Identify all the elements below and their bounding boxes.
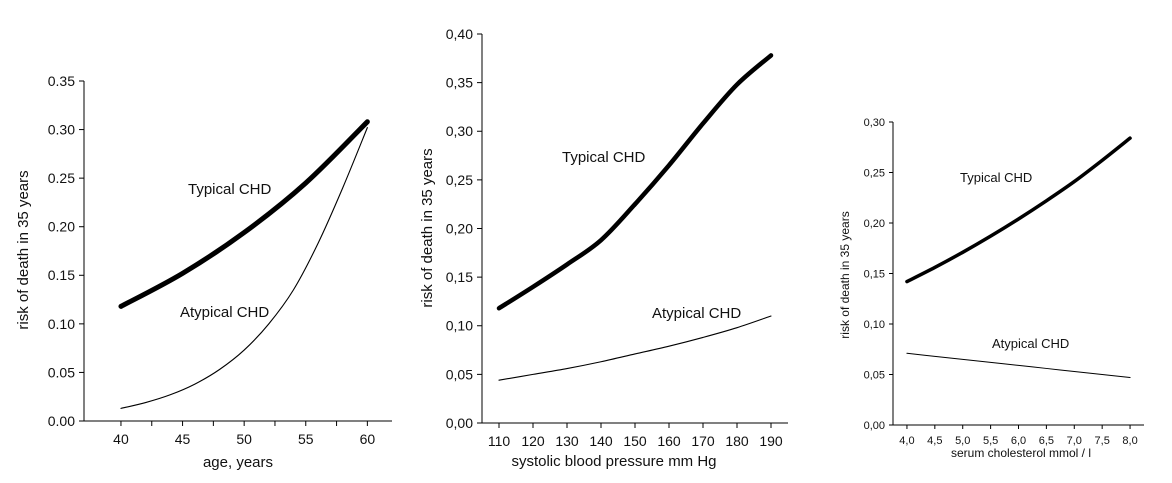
x-tick-label: 4,0 bbox=[899, 435, 914, 447]
x-tick-label: 170 bbox=[691, 433, 715, 449]
atypical-chd-line bbox=[498, 315, 772, 381]
y-tick-label: 0,30 bbox=[864, 117, 885, 129]
y-tick-label: 0,00 bbox=[446, 415, 473, 431]
typical-chd-label: Typical CHD bbox=[562, 149, 646, 166]
y-tick-label: 0,10 bbox=[446, 318, 473, 334]
x-tick-label: 6,0 bbox=[1011, 435, 1026, 447]
cholesterol-risk-chart: risk of death in 35 years serum choleste… bbox=[838, 117, 1144, 460]
y-tick-label: 0.00 bbox=[48, 413, 75, 429]
y-tick-label: 0,15 bbox=[864, 268, 885, 280]
x-tick-label: 40 bbox=[113, 431, 129, 447]
y-tick-label: 0.35 bbox=[48, 73, 75, 89]
x-tick-label: 45 bbox=[175, 431, 191, 447]
x-tick-label: 60 bbox=[360, 431, 376, 447]
y-tick-label: 0,35 bbox=[446, 75, 473, 91]
y-tick-label: 0,05 bbox=[864, 369, 885, 381]
y-tick-label: 0.15 bbox=[48, 267, 75, 283]
typical-chd-line bbox=[496, 53, 774, 311]
atypical-chd-label: Atypical CHD bbox=[180, 304, 269, 321]
atypical-chd-label: Atypical CHD bbox=[992, 336, 1069, 351]
y-tick-label: 0,20 bbox=[446, 220, 473, 236]
y-tick-label: 0,20 bbox=[864, 218, 885, 230]
y-axis-title: risk of death in 35 years bbox=[15, 170, 32, 329]
y-tick-label: 0,00 bbox=[864, 420, 885, 432]
y-tick-label: 0,40 bbox=[446, 26, 473, 42]
x-tick-label: 150 bbox=[623, 433, 647, 449]
typical-chd-line bbox=[118, 119, 370, 309]
y-axis-title: risk of death in 35 years bbox=[419, 148, 436, 307]
x-tick-label: 140 bbox=[589, 433, 613, 449]
x-tick-label: 5,0 bbox=[955, 435, 970, 447]
x-tick-label: 8,0 bbox=[1122, 435, 1137, 447]
y-tick-label: 0.30 bbox=[48, 121, 75, 137]
y-tick-label: 0.10 bbox=[48, 316, 75, 332]
x-tick-label: 160 bbox=[657, 433, 681, 449]
y-tick-label: 0,25 bbox=[446, 172, 473, 188]
y-tick-label: 0.20 bbox=[48, 219, 75, 235]
atypical-chd-label: Atypical CHD bbox=[652, 305, 741, 322]
y-tick-label: 0,05 bbox=[446, 366, 473, 382]
typical-chd-label: Typical CHD bbox=[960, 170, 1032, 185]
y-tick-label: 0.05 bbox=[48, 364, 75, 380]
x-tick-label: 7,0 bbox=[1067, 435, 1082, 447]
x-tick-label: 120 bbox=[521, 433, 545, 449]
x-tick-label: 7,5 bbox=[1095, 435, 1110, 447]
x-tick-label: 190 bbox=[759, 433, 783, 449]
x-tick-label: 130 bbox=[555, 433, 579, 449]
x-axis-title: age, years bbox=[203, 454, 273, 471]
x-axis-title: serum cholesterol mmol / l bbox=[951, 446, 1091, 460]
y-tick-label: 0,15 bbox=[446, 269, 473, 285]
x-tick-label: 6,5 bbox=[1039, 435, 1054, 447]
typical-chd-line bbox=[905, 136, 1132, 284]
x-tick-label: 50 bbox=[236, 431, 252, 447]
x-axis-title: systolic blood pressure mm Hg bbox=[511, 453, 716, 470]
y-tick-label: 0,25 bbox=[864, 167, 885, 179]
typical-chd-label: Typical CHD bbox=[188, 181, 272, 198]
age-risk-chart: risk of death in 35 years age, years Typ… bbox=[15, 73, 392, 471]
x-tick-label: 55 bbox=[298, 431, 314, 447]
atypical-chd-line bbox=[120, 127, 368, 409]
x-tick-label: 4,5 bbox=[927, 435, 942, 447]
x-tick-label: 180 bbox=[725, 433, 749, 449]
y-axis-title: risk of death in 35 years bbox=[838, 211, 852, 338]
y-tick-label: 0,30 bbox=[446, 123, 473, 139]
y-tick-label: 0,10 bbox=[864, 319, 885, 331]
atypical-chd-line bbox=[906, 352, 1131, 379]
y-tick-label: 0.25 bbox=[48, 170, 75, 186]
x-tick-label: 110 bbox=[488, 433, 511, 449]
x-tick-label: 5,5 bbox=[983, 435, 998, 447]
blood-pressure-risk-chart: risk of death in 35 years systolic blood… bbox=[419, 26, 788, 470]
